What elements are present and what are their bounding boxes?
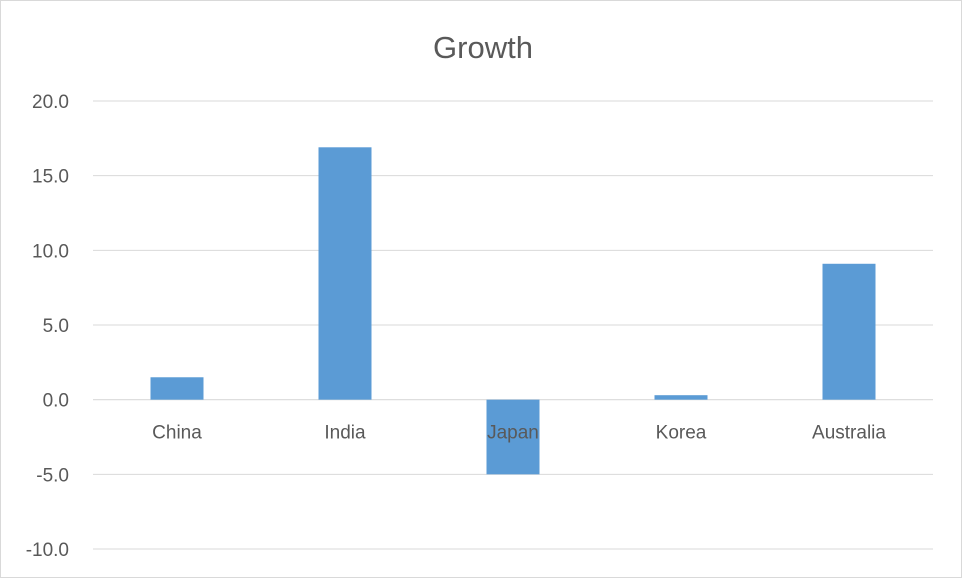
- category-label-china: China: [152, 423, 202, 444]
- chart-title: Growth: [433, 30, 533, 65]
- y-tick-label: 15.0: [32, 167, 69, 188]
- category-label-india: India: [324, 423, 366, 444]
- y-tick-label: 10.0: [32, 241, 69, 262]
- y-tick-label: 0.0: [43, 391, 69, 412]
- bar-china: [150, 377, 204, 400]
- category-label-japan: Japan: [487, 423, 539, 444]
- y-tick-label: 20.0: [32, 92, 69, 113]
- bars: [150, 147, 876, 475]
- y-tick-label: -5.0: [36, 465, 69, 486]
- bar-india: [318, 147, 372, 400]
- category-label-australia: Australia: [812, 423, 886, 444]
- bar-japan: [486, 399, 540, 475]
- bar-australia: [822, 263, 876, 400]
- category-labels: China India Japan Korea Australia: [152, 423, 886, 444]
- category-label-korea: Korea: [656, 423, 707, 444]
- y-axis-ticks: 20.0 15.0 10.0 5.0 0.0 -5.0 -10.0: [26, 92, 69, 561]
- gridlines: [93, 100, 933, 550]
- y-tick-label: 5.0: [43, 316, 69, 337]
- y-tick-label: -10.0: [26, 540, 69, 561]
- bar-korea: [654, 395, 708, 400]
